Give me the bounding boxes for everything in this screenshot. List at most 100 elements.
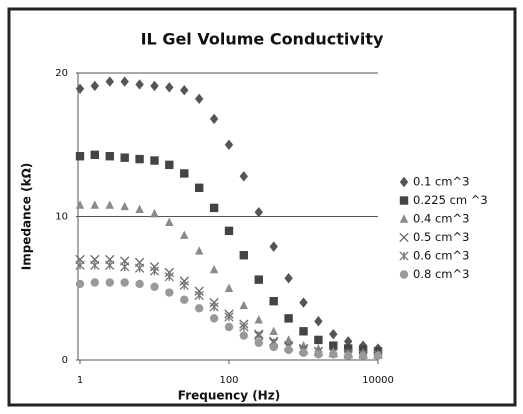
marker-star: [75, 260, 85, 270]
marker-star: [224, 312, 234, 322]
marker-star: [254, 330, 264, 341]
legend-marker: [399, 214, 409, 223]
marker-diamond: [299, 297, 308, 308]
marker-diamond: [135, 79, 144, 90]
marker-triangle: [269, 326, 278, 335]
legend-label: 0.4 cm^3: [413, 212, 469, 226]
marker-diamond: [284, 273, 293, 284]
x-tick-label: 10000: [362, 375, 394, 386]
x-tick-label: 100: [219, 375, 238, 386]
marker-triangle: [239, 300, 248, 310]
legend-marker: [399, 270, 409, 279]
marker-square: [284, 314, 293, 323]
marker-circle: [209, 314, 219, 323]
marker-square: [239, 251, 248, 260]
marker-triangle: [90, 200, 99, 209]
marker-triangle: [254, 315, 263, 324]
marker-triangle: [284, 335, 293, 344]
marker-star: [120, 262, 130, 272]
marker-square: [209, 203, 219, 213]
marker-diamond: [194, 93, 204, 105]
marker-square: [150, 156, 159, 165]
marker-circle: [254, 338, 263, 347]
marker-circle: [150, 282, 159, 292]
marker-square: [135, 154, 144, 164]
marker-diamond: [209, 113, 219, 125]
marker-circle: [343, 351, 353, 360]
marker-triangle: [120, 201, 129, 211]
marker-square: [120, 153, 129, 162]
chart-frame: [7, 7, 517, 407]
marker-square: [329, 341, 338, 350]
x-tick-label: 1: [77, 375, 83, 386]
marker-triangle: [150, 208, 159, 218]
marker-star: [209, 302, 219, 312]
marker-diamond: [329, 328, 338, 340]
legend-label: 0.8 cm^3: [413, 267, 469, 281]
legend-marker: [399, 232, 409, 243]
chart-title: IL Gel Volume Conductivity: [141, 30, 384, 49]
y-axis-label: Impedance (kΩ): [20, 163, 34, 271]
marker-triangle: [224, 283, 234, 292]
marker-diamond: [254, 206, 263, 218]
marker-x: [164, 267, 174, 278]
marker-square: [105, 152, 114, 161]
marker-star: [105, 260, 115, 270]
marker-square: [90, 150, 99, 159]
marker-star: [179, 280, 189, 291]
marker-diamond: [314, 316, 323, 327]
marker-triangle: [180, 230, 189, 239]
series: [75, 278, 383, 360]
marker-triangle: [209, 264, 219, 274]
marker-star: [194, 290, 204, 301]
marker-star: [134, 263, 145, 273]
marker-x: [194, 286, 204, 296]
marker-star: [239, 322, 249, 332]
marker-circle: [180, 295, 189, 304]
marker-star: [164, 272, 174, 282]
marker-square: [269, 296, 278, 306]
marker-square: [75, 152, 85, 161]
legend-label: 0.1 cm^3: [413, 175, 469, 189]
marker-circle: [165, 288, 174, 297]
marker-x: [209, 297, 219, 308]
marker-circle: [239, 331, 248, 340]
marker-square: [180, 169, 189, 178]
legend-marker: [399, 196, 409, 205]
marker-square: [194, 183, 204, 192]
marker-circle: [135, 279, 144, 289]
marker-star: [90, 260, 100, 270]
marker-diamond: [180, 85, 189, 96]
marker-square: [224, 226, 234, 236]
marker-circle: [373, 351, 383, 360]
marker-diamond: [269, 241, 278, 252]
marker-x: [149, 262, 160, 272]
marker-diamond: [105, 76, 114, 87]
legend-label: 0.5 cm^3: [413, 230, 469, 244]
marker-circle: [90, 278, 99, 287]
marker-diamond: [343, 336, 353, 347]
marker-circle: [314, 350, 323, 359]
marker-star: [149, 266, 160, 276]
legend-marker: [399, 251, 409, 261]
marker-triangle: [105, 200, 114, 209]
marker-diamond: [150, 80, 159, 92]
marker-circle: [224, 322, 234, 332]
marker-square: [165, 160, 174, 170]
marker-diamond: [120, 76, 129, 87]
y-tick-label: 10: [55, 212, 68, 223]
marker-diamond: [75, 83, 85, 94]
y-tick-label: 0: [62, 355, 68, 366]
marker-circle: [358, 351, 368, 360]
marker-diamond: [239, 171, 248, 182]
marker-circle: [194, 304, 204, 313]
marker-circle: [299, 348, 308, 358]
marker-triangle: [194, 246, 204, 255]
marker-circle: [105, 278, 114, 287]
marker-triangle: [165, 217, 174, 226]
legend-marker: [399, 176, 409, 188]
marker-x: [179, 276, 189, 286]
marker-circle: [284, 345, 293, 355]
marker-diamond: [165, 82, 174, 93]
